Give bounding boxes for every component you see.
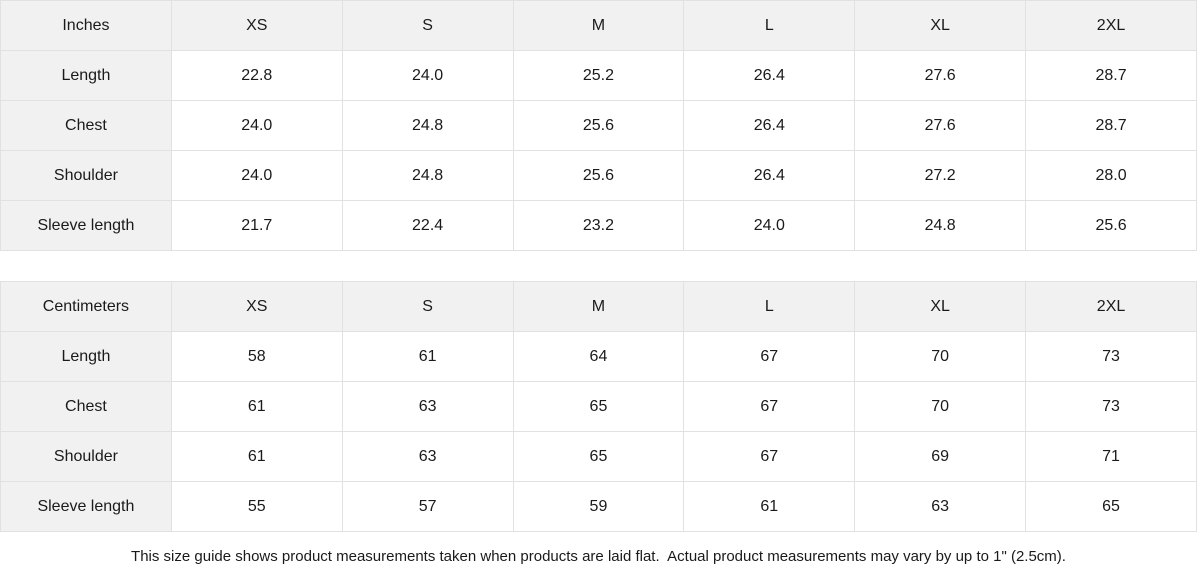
measurement-label-cell: Shoulder — [0, 431, 172, 482]
measurement-value-cell: 58 — [170, 331, 343, 382]
measurement-value-cell: 65 — [1025, 481, 1197, 532]
measurement-value-cell: 25.6 — [512, 150, 685, 201]
measurement-value-cell: 70 — [854, 331, 1027, 382]
measurement-value-cell: 63 — [341, 381, 514, 432]
measurement-row: Sleeve length 55 57 59 61 63 65 — [0, 481, 1197, 532]
measurement-value-cell: 24.8 — [341, 100, 514, 151]
measurement-value-cell: 25.6 — [1025, 200, 1197, 251]
measurement-row: Shoulder 24.0 24.8 25.6 26.4 27.2 28.0 — [0, 150, 1197, 201]
measurement-value-cell: 28.7 — [1025, 50, 1197, 101]
unit-header-cell: Centimeters — [0, 281, 172, 332]
measurement-row: Chest 61 63 65 67 70 73 — [0, 381, 1197, 432]
measurement-value-cell: 25.6 — [512, 100, 685, 151]
measurement-value-cell: 67 — [683, 331, 856, 382]
size-header-cell: XL — [854, 281, 1027, 332]
size-header-cell: M — [512, 281, 685, 332]
measurement-value-cell: 61 — [170, 431, 343, 482]
size-header-cell: L — [683, 281, 856, 332]
measurement-value-cell: 65 — [512, 431, 685, 482]
measurement-value-cell: 22.4 — [341, 200, 514, 251]
measurement-label-cell: Chest — [0, 381, 172, 432]
measurement-value-cell: 23.2 — [512, 200, 685, 251]
centimeters-size-table: Centimeters XS S M L XL 2XL Length 58 61 64 67 70 73 C… — [0, 281, 1197, 532]
measurement-value-cell: 21.7 — [170, 200, 343, 251]
measurement-value-cell: 73 — [1025, 381, 1197, 432]
measurement-label-cell: Length — [0, 50, 172, 101]
measurement-value-cell: 64 — [512, 331, 685, 382]
size-header-row: Centimeters XS S M L XL 2XL — [0, 281, 1197, 332]
measurement-value-cell: 22.8 — [170, 50, 343, 101]
size-guide-footnote: This size guide shows product measuremen… — [0, 532, 1197, 582]
inches-size-table: Inches XS S M L XL 2XL Length 22.8 24.0 25.2 26.4 27… — [0, 0, 1197, 251]
measurement-value-cell: 73 — [1025, 331, 1197, 382]
measurement-value-cell: 28.7 — [1025, 100, 1197, 151]
measurement-value-cell: 67 — [683, 381, 856, 432]
measurement-value-cell: 61 — [341, 331, 514, 382]
measurement-value-cell: 63 — [854, 481, 1027, 532]
size-header-cell: S — [341, 0, 514, 51]
measurement-label-cell: Chest — [0, 100, 172, 151]
table-spacer — [0, 251, 1197, 281]
measurement-value-cell: 24.8 — [854, 200, 1027, 251]
measurement-value-cell: 28.0 — [1025, 150, 1197, 201]
measurement-value-cell: 24.0 — [683, 200, 856, 251]
size-header-cell: XS — [170, 281, 343, 332]
size-header-cell: S — [341, 281, 514, 332]
measurement-value-cell: 61 — [170, 381, 343, 432]
size-header-cell: 2XL — [1025, 281, 1197, 332]
measurement-value-cell: 27.6 — [854, 50, 1027, 101]
measurement-value-cell: 24.0 — [170, 100, 343, 151]
unit-header-cell: Inches — [0, 0, 172, 51]
measurement-value-cell: 25.2 — [512, 50, 685, 101]
measurement-label-cell: Shoulder — [0, 150, 172, 201]
measurement-value-cell: 69 — [854, 431, 1027, 482]
measurement-label-cell: Sleeve length — [0, 481, 172, 532]
measurement-row: Length 22.8 24.0 25.2 26.4 27.6 28.7 — [0, 50, 1197, 101]
measurement-value-cell: 67 — [683, 431, 856, 482]
measurement-value-cell: 26.4 — [683, 50, 856, 101]
measurement-value-cell: 59 — [512, 481, 685, 532]
measurement-label-cell: Sleeve length — [0, 200, 172, 251]
measurement-value-cell: 27.6 — [854, 100, 1027, 151]
size-header-row: Inches XS S M L XL 2XL — [0, 0, 1197, 51]
measurement-value-cell: 65 — [512, 381, 685, 432]
measurement-value-cell: 70 — [854, 381, 1027, 432]
measurement-value-cell: 57 — [341, 481, 514, 532]
size-header-cell: XS — [170, 0, 343, 51]
size-header-cell: 2XL — [1025, 0, 1197, 51]
size-header-cell: M — [512, 0, 685, 51]
measurement-value-cell: 27.2 — [854, 150, 1027, 201]
measurement-value-cell: 55 — [170, 481, 343, 532]
measurement-label-cell: Length — [0, 331, 172, 382]
measurement-row: Shoulder 61 63 65 67 69 71 — [0, 431, 1197, 482]
measurement-value-cell: 24.0 — [341, 50, 514, 101]
measurement-row: Sleeve length 21.7 22.4 23.2 24.0 24.8 25.6 — [0, 200, 1197, 251]
measurement-row: Chest 24.0 24.8 25.6 26.4 27.6 28.7 — [0, 100, 1197, 151]
size-header-cell: L — [683, 0, 856, 51]
measurement-row: Length 58 61 64 67 70 73 — [0, 331, 1197, 382]
measurement-value-cell: 26.4 — [683, 150, 856, 201]
measurement-value-cell: 63 — [341, 431, 514, 482]
measurement-value-cell: 71 — [1025, 431, 1197, 482]
measurement-value-cell: 24.0 — [170, 150, 343, 201]
measurement-value-cell: 24.8 — [341, 150, 514, 201]
size-header-cell: XL — [854, 0, 1027, 51]
measurement-value-cell: 61 — [683, 481, 856, 532]
measurement-value-cell: 26.4 — [683, 100, 856, 151]
